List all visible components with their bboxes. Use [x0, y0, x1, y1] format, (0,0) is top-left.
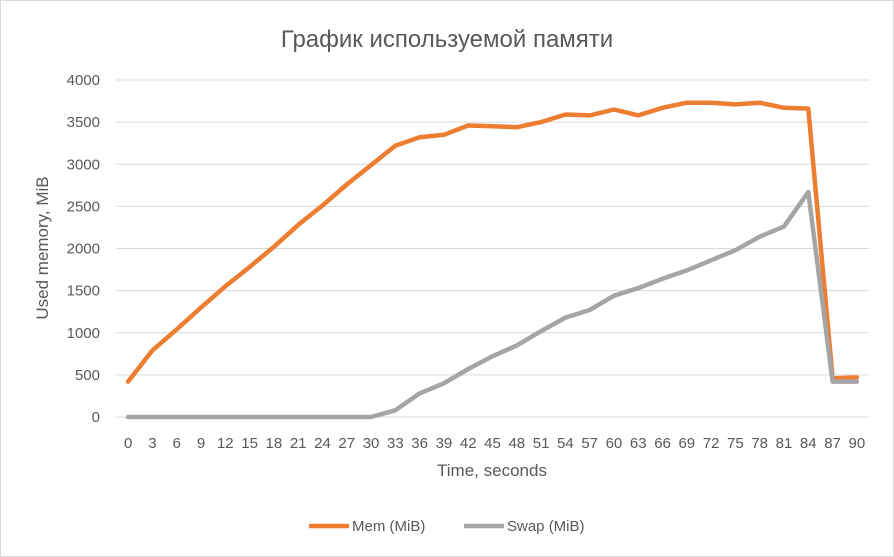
x-tick-label: 60: [606, 435, 623, 452]
x-tick-label: 39: [436, 435, 453, 452]
series-line-swap: [125, 189, 860, 420]
series-line-mem: [125, 100, 860, 384]
x-tick-label: 90: [849, 435, 866, 452]
x-tick-label: 66: [654, 435, 671, 452]
y-tick-label: 4000: [67, 72, 100, 89]
x-tick-label: 6: [173, 435, 181, 452]
x-axis-title: Time, seconds: [437, 461, 547, 480]
y-tick-label: 1500: [67, 283, 100, 300]
x-tick-label: 48: [508, 435, 525, 452]
y-tick-label: 3000: [67, 156, 100, 173]
x-tick-label: 15: [241, 435, 258, 452]
x-tick-label: 81: [776, 435, 793, 452]
x-tick-label: 51: [533, 435, 550, 452]
x-tick-label: 45: [484, 435, 501, 452]
chart-title: График используемой памяти: [281, 26, 613, 53]
x-tick-label: 12: [217, 435, 234, 452]
x-tick-label: 36: [411, 435, 428, 452]
x-tick-label: 87: [824, 435, 841, 452]
y-tick-label: 1000: [67, 325, 100, 342]
x-tick-label: 69: [678, 435, 695, 452]
series-lines: [125, 100, 860, 420]
legend: Mem (MiB) Swap (MiB): [309, 518, 585, 535]
x-tick-label: 63: [630, 435, 647, 452]
y-tick-label: 0: [92, 409, 100, 426]
legend-label-mem: Mem (MiB): [352, 518, 425, 535]
gridlines: [116, 79, 869, 418]
x-tick-label: 33: [387, 435, 404, 452]
y-tick-label: 2000: [67, 241, 100, 258]
legend-label-swap: Swap (MiB): [507, 518, 585, 535]
x-tick-label: 3: [148, 435, 156, 452]
x-tick-label: 9: [197, 435, 205, 452]
x-tick-label: 21: [290, 435, 307, 452]
x-tick-label: 27: [338, 435, 355, 452]
x-tick-label: 57: [581, 435, 598, 452]
x-tick-label: 18: [266, 435, 283, 452]
x-tick-label: 84: [800, 435, 817, 452]
x-tick-label: 0: [124, 435, 132, 452]
x-tick-label: 75: [727, 435, 744, 452]
y-tick-label: 3500: [67, 114, 100, 131]
y-tick-label: 2500: [67, 198, 100, 215]
x-tick-label: 54: [557, 435, 574, 452]
y-tick-label: 500: [75, 367, 100, 384]
x-tick-label: 42: [460, 435, 477, 452]
y-axis-ticks: 0 500 1000 1500 2000 2500 3000 3500 4000: [67, 72, 100, 426]
x-tick-label: 78: [751, 435, 768, 452]
x-tick-label: 72: [703, 435, 720, 452]
x-tick-label: 24: [314, 435, 331, 452]
x-tick-label: 30: [363, 435, 380, 452]
x-axis-ticks: 0 3 6 9 12 15 18 21 24 27 30 33 36 39 42 45 48 51 54 57 60 63…: [124, 435, 865, 452]
y-axis-title: Used memory, MiB: [33, 176, 52, 319]
